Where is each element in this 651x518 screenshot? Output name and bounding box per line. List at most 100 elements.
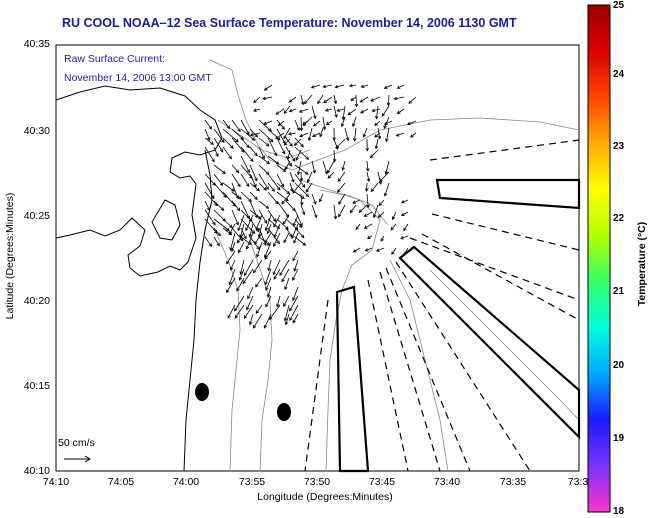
current-vector	[273, 268, 281, 280]
current-vector	[291, 223, 299, 239]
current-vector-head	[263, 87, 268, 91]
current-vector-head	[384, 171, 389, 175]
current-vector	[289, 295, 299, 311]
current-vector	[379, 171, 390, 182]
current-vector-head	[400, 200, 405, 204]
current-label: Raw Surface Current: November 14, 2006 1…	[64, 50, 212, 88]
current-vector	[267, 128, 281, 141]
current-vector-head	[370, 188, 375, 193]
current-vector	[204, 200, 210, 211]
current-vector	[267, 173, 281, 191]
current-vector	[250, 132, 261, 136]
current-vector-head	[341, 116, 346, 121]
current-vector	[287, 149, 291, 160]
current-vector-head	[322, 84, 327, 89]
current-vector	[285, 160, 291, 170]
current-vector	[294, 209, 303, 227]
current-vector	[204, 119, 212, 130]
current-vector-head	[231, 188, 235, 192]
current-vector-head	[318, 198, 323, 203]
current-vector-head	[291, 178, 295, 183]
current-vector-head	[243, 235, 247, 240]
current-vector	[265, 277, 272, 291]
current-vector	[408, 96, 417, 104]
colorbar-label: Temperature (°C)	[636, 221, 648, 307]
current-vector-head	[310, 85, 315, 89]
current-vector	[376, 105, 379, 119]
current-vector	[289, 182, 293, 192]
current-vector-head	[253, 183, 257, 188]
current-vector	[276, 137, 286, 154]
current-vector	[231, 191, 242, 200]
current-vector	[258, 236, 270, 246]
current-vector-head	[366, 204, 370, 209]
current-vector	[258, 173, 269, 190]
current-vector	[384, 182, 390, 197]
current-vector-head	[333, 215, 338, 220]
current-vector-head	[236, 207, 241, 212]
current-vector	[300, 193, 303, 206]
current-vector-head	[312, 133, 316, 138]
current-vector	[229, 268, 236, 285]
current-vector-head	[288, 163, 292, 167]
current-vector	[360, 96, 369, 103]
current-vector-head	[229, 247, 233, 251]
current-vector	[396, 132, 405, 137]
current-vector-head	[226, 125, 231, 130]
current-vector-head	[304, 100, 308, 105]
current-label-line1: Raw Surface Current:	[64, 53, 165, 65]
current-vector	[279, 259, 290, 276]
current-vector	[265, 214, 272, 231]
current-vector-head	[230, 145, 234, 149]
current-vector	[249, 173, 257, 187]
current-vector	[253, 259, 263, 274]
current-vector	[249, 218, 260, 232]
current-vector-head	[247, 295, 251, 300]
current-vector-head	[271, 188, 275, 192]
current-vector	[294, 259, 299, 271]
current-vector-head	[317, 100, 321, 105]
current-vector	[367, 235, 373, 240]
current-vector-head	[208, 125, 213, 130]
current-vector-head	[273, 243, 277, 247]
current-vector	[267, 218, 280, 229]
current-vector-head	[208, 243, 213, 247]
current-vector	[231, 128, 244, 140]
current-vector	[213, 218, 230, 231]
current-vector-head	[245, 227, 249, 232]
current-vector-head	[312, 169, 316, 174]
current-vector	[264, 232, 272, 243]
coastline	[55, 85, 223, 472]
current-vector	[299, 132, 309, 137]
current-vector-head	[238, 196, 242, 200]
current-vector-head	[229, 224, 233, 229]
x-tick-7: 73:35	[499, 476, 527, 488]
current-vector	[222, 137, 234, 149]
current-vector	[204, 137, 214, 145]
current-vector-head	[283, 317, 288, 322]
transect-boxes	[335, 178, 581, 473]
current-vector	[204, 173, 216, 186]
current-vector-head	[252, 108, 257, 112]
current-vector	[284, 304, 290, 321]
current-vector-head	[281, 150, 286, 155]
current-vector	[397, 108, 405, 114]
current-vector-head	[283, 141, 288, 146]
current-vector	[276, 128, 286, 144]
current-vector	[355, 94, 357, 107]
current-vector	[353, 247, 361, 253]
current-vector-head	[246, 306, 250, 311]
current-vector	[222, 119, 231, 129]
current-vector-head	[299, 222, 303, 227]
current-vector-head	[302, 121, 306, 125]
current-vector-head	[408, 100, 412, 104]
current-vector	[304, 94, 313, 104]
current-vector-head	[292, 222, 297, 227]
current-vector-head	[378, 181, 382, 185]
current-vector-head	[333, 100, 338, 105]
current-vector	[213, 173, 223, 186]
current-vector	[258, 182, 267, 191]
current-vector	[204, 236, 212, 247]
radar-dashed-lines	[304, 139, 580, 472]
current-vector	[276, 164, 286, 172]
